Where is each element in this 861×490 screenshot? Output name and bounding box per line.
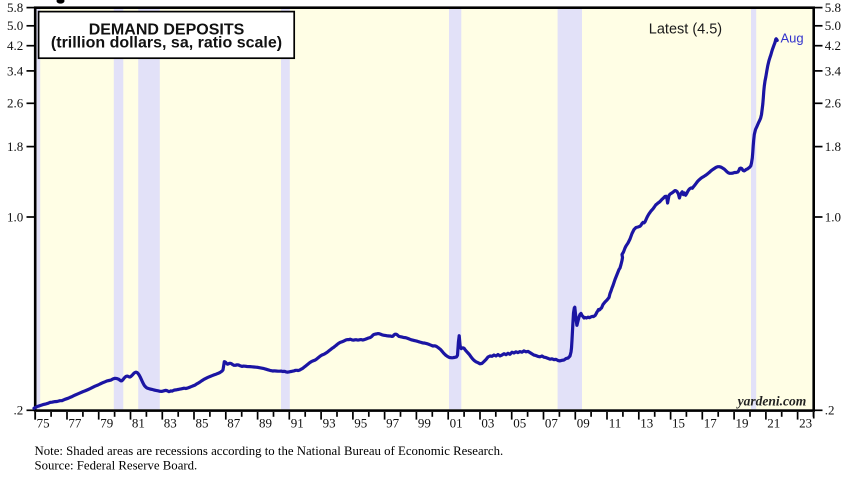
svg-text:79: 79 bbox=[100, 415, 113, 430]
svg-text:Aug: Aug bbox=[781, 31, 804, 46]
svg-text:81: 81 bbox=[132, 415, 145, 430]
svg-text:1.0: 1.0 bbox=[825, 209, 841, 224]
svg-text:4.2: 4.2 bbox=[7, 38, 23, 53]
svg-text:13: 13 bbox=[640, 415, 653, 430]
svg-text:95: 95 bbox=[354, 415, 367, 430]
svg-text:75: 75 bbox=[37, 415, 50, 430]
svg-text:(trillion dollars, sa, ratio s: (trillion dollars, sa, ratio scale) bbox=[51, 35, 282, 52]
svg-text:Note: Shaded areas are recessi: Note: Shaded areas are recessions accord… bbox=[35, 444, 504, 458]
svg-text:2.6: 2.6 bbox=[825, 96, 842, 111]
svg-text:5.0: 5.0 bbox=[7, 18, 23, 33]
svg-text:23: 23 bbox=[799, 415, 812, 430]
svg-text:yardeni.com: yardeni.com bbox=[736, 394, 807, 409]
svg-text:97: 97 bbox=[386, 415, 400, 430]
svg-text:1.0: 1.0 bbox=[7, 209, 23, 224]
svg-text:.2: .2 bbox=[13, 403, 23, 418]
svg-text:99: 99 bbox=[418, 415, 431, 430]
svg-text:03: 03 bbox=[481, 415, 494, 430]
svg-text:Source: Federal Reserve Board.: Source: Federal Reserve Board. bbox=[35, 459, 198, 473]
svg-text:5.8: 5.8 bbox=[7, 0, 23, 15]
svg-text:2.6: 2.6 bbox=[7, 96, 24, 111]
svg-text:21: 21 bbox=[767, 415, 780, 430]
svg-text:83: 83 bbox=[164, 415, 177, 430]
svg-text:Latest (4.5): Latest (4.5) bbox=[649, 22, 722, 38]
svg-text:05: 05 bbox=[513, 415, 526, 430]
svg-text:17: 17 bbox=[704, 415, 718, 430]
svg-text:DEMAND DEPOSITS: DEMAND DEPOSITS bbox=[89, 22, 245, 39]
svg-text:.2: .2 bbox=[825, 403, 835, 418]
svg-text:85: 85 bbox=[196, 415, 209, 430]
svg-text:89: 89 bbox=[259, 415, 272, 430]
svg-text:11: 11 bbox=[609, 415, 622, 430]
svg-text:4.2: 4.2 bbox=[825, 38, 841, 53]
svg-text:5.0: 5.0 bbox=[825, 18, 841, 33]
svg-text:77: 77 bbox=[68, 415, 82, 430]
svg-text:93: 93 bbox=[323, 415, 336, 430]
svg-text:91: 91 bbox=[291, 415, 304, 430]
svg-text:1.8: 1.8 bbox=[7, 139, 23, 154]
svg-text:1.8: 1.8 bbox=[825, 139, 841, 154]
svg-text:19: 19 bbox=[736, 415, 749, 430]
svg-text:09: 09 bbox=[577, 415, 590, 430]
svg-text:87: 87 bbox=[227, 415, 241, 430]
svg-text:3.4: 3.4 bbox=[7, 63, 24, 78]
svg-text:01: 01 bbox=[450, 415, 463, 430]
svg-text:5.8: 5.8 bbox=[825, 0, 841, 15]
svg-text:15: 15 bbox=[672, 415, 685, 430]
svg-text:3.4: 3.4 bbox=[825, 63, 842, 78]
svg-text:07: 07 bbox=[545, 415, 559, 430]
